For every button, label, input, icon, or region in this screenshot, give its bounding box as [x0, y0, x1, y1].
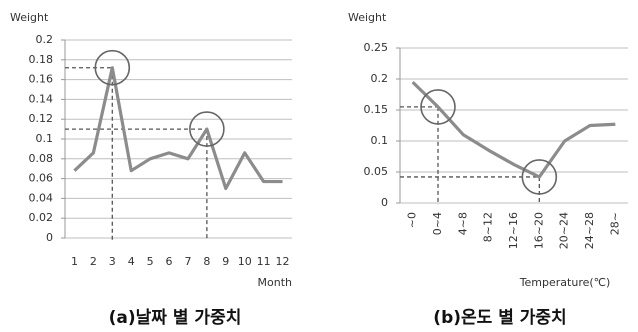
chart-title: (b)온도 별 가중치	[433, 308, 566, 328]
highlight-circle	[94, 49, 131, 86]
data-line	[411, 80, 616, 179]
y-tick-label: 0.2	[36, 33, 54, 46]
x-tick-label: ~0	[406, 212, 419, 228]
y-tick-label: 0.08	[29, 152, 54, 165]
y-axis-label: Weight	[10, 11, 49, 24]
y-tick-label: 0.1	[371, 134, 389, 147]
x-tick-label: 28~	[608, 212, 621, 235]
y-tick-label: 0	[381, 196, 388, 209]
y-axis-label: Weight	[348, 11, 387, 24]
highlight-circle	[420, 89, 456, 125]
x-tick-label: 0~4	[431, 212, 444, 235]
y-tick-label: 0.15	[364, 103, 389, 116]
y-tick-label: 0.16	[29, 73, 54, 86]
x-tick-label: 16~20	[532, 212, 545, 249]
y-tick-label: 0	[46, 231, 53, 244]
highlight-circle	[189, 111, 225, 147]
y-tick-label: 0.25	[364, 41, 389, 54]
y-tick-label: 0.06	[29, 172, 54, 185]
x-tick-label: 24~28	[583, 212, 596, 249]
chart-title: (a)날짜 별 가중치	[109, 308, 242, 328]
x-tick-label: 9	[222, 255, 229, 268]
x-tick-label: 2	[90, 255, 97, 268]
x-tick-label: 6	[166, 255, 173, 268]
x-tick-label: 10	[238, 255, 252, 268]
y-tick-label: 0.1	[36, 132, 54, 145]
y-tick-label: 0.12	[29, 112, 54, 125]
y-tick-label: 0.2	[371, 72, 389, 85]
x-tick-label: 5	[147, 255, 154, 268]
y-tick-label: 0.18	[29, 53, 54, 66]
x-tick-label: 7	[184, 255, 191, 268]
y-tick-label: 0.05	[364, 165, 389, 178]
x-tick-label: 8~12	[482, 212, 495, 242]
y-tick-label: 0.14	[29, 92, 54, 105]
x-tick-label: 1	[71, 255, 78, 268]
x-tick-label: 11	[257, 255, 271, 268]
x-tick-label: 12	[276, 255, 290, 268]
x-axis-label: Temperature(℃)	[519, 276, 611, 289]
x-tick-label: 3	[109, 255, 116, 268]
x-tick-label: 8	[203, 255, 210, 268]
y-tick-label: 0.04	[29, 191, 54, 204]
highlight-circle	[521, 159, 558, 195]
x-tick-label: 4	[128, 255, 135, 268]
x-tick-label: 20~24	[558, 212, 571, 249]
y-tick-label: 0.02	[29, 211, 54, 224]
x-tick-label: 4~8	[456, 212, 469, 235]
data-line	[73, 66, 283, 191]
x-tick-label: 12~16	[507, 212, 520, 249]
x-axis-label: Month	[258, 276, 293, 289]
